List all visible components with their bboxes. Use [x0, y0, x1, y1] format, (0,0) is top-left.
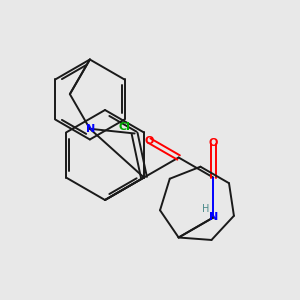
Text: N: N — [86, 124, 95, 134]
Text: O: O — [145, 136, 154, 146]
Text: N: N — [208, 212, 218, 223]
Text: H: H — [202, 205, 209, 214]
Text: O: O — [208, 139, 218, 148]
Text: Cl: Cl — [118, 122, 130, 133]
